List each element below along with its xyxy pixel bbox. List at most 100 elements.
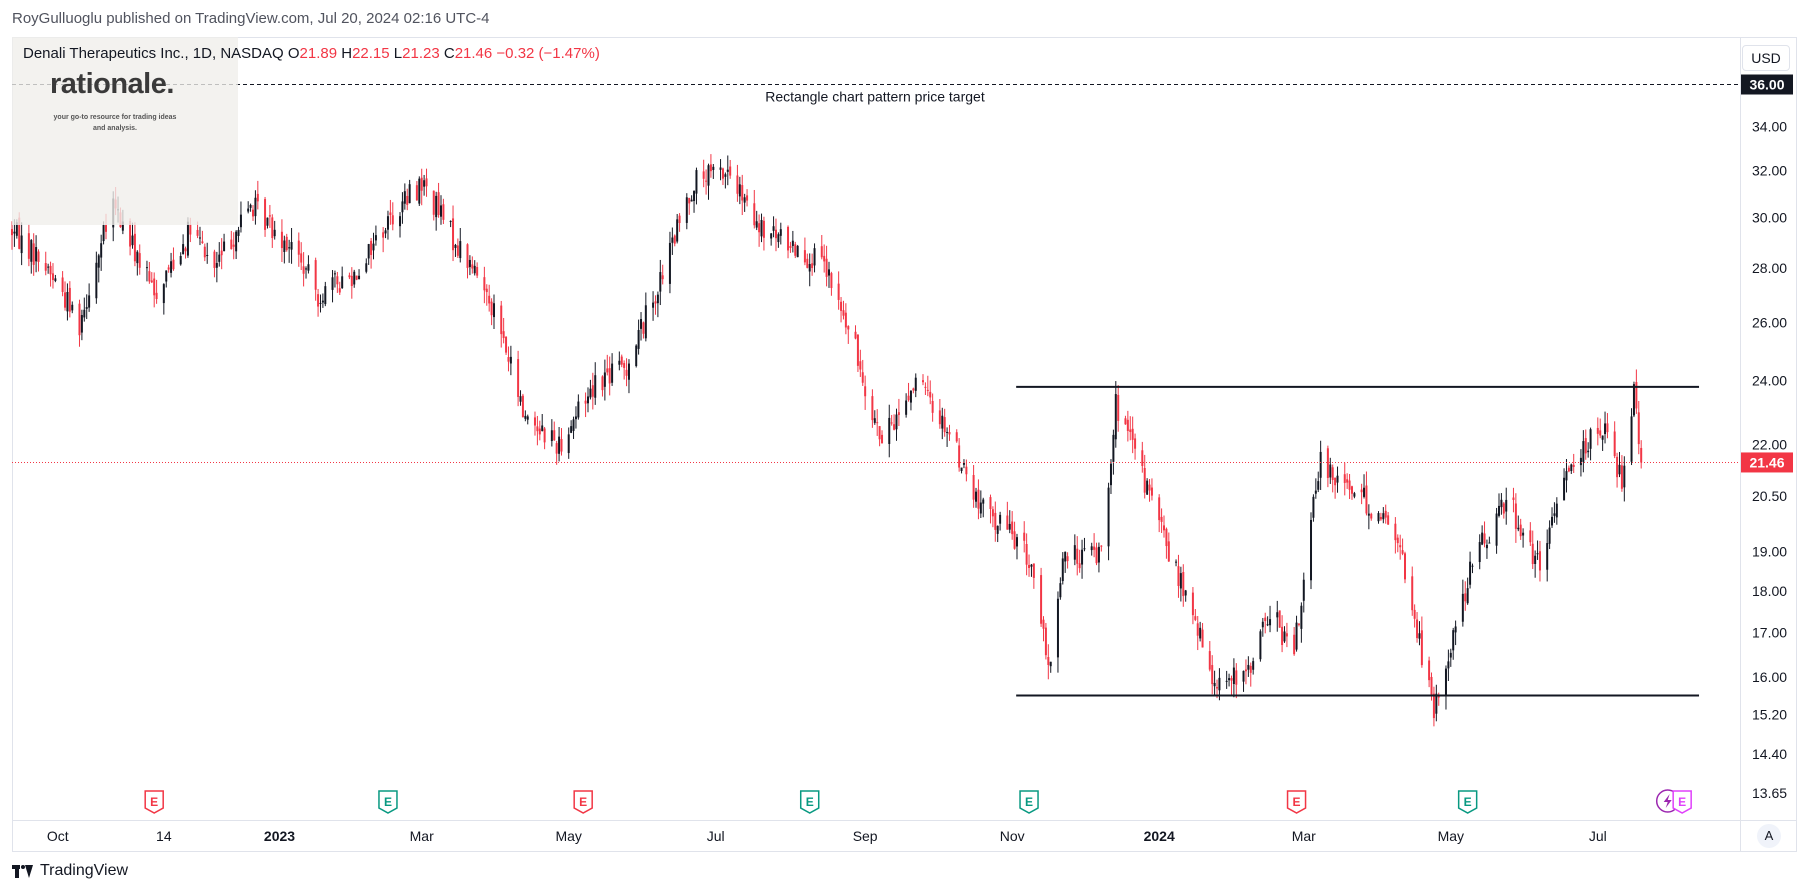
candle-body: [1030, 564, 1033, 567]
candle-body: [237, 229, 240, 236]
candle-body: [618, 360, 621, 365]
candle-body: [100, 243, 103, 258]
candle-body: [543, 428, 546, 443]
candle-body: [439, 205, 442, 217]
x-tick-label: 2024: [1144, 828, 1175, 844]
candle-body: [1097, 546, 1100, 563]
candle-body: [570, 426, 573, 433]
candle-body: [280, 231, 283, 249]
candle-body: [1618, 464, 1621, 475]
candle-body: [1579, 457, 1582, 466]
candle-body: [1572, 464, 1575, 467]
candle-body: [755, 221, 758, 228]
candle-body: [121, 221, 124, 231]
candle-body: [150, 280, 153, 283]
candle-body: [1095, 547, 1098, 564]
candle-body: [1584, 438, 1587, 454]
candle-body: [51, 273, 54, 280]
candle-body: [1107, 487, 1110, 547]
tradingview-brand[interactable]: TradingView: [12, 862, 128, 880]
candle-body: [813, 248, 816, 266]
candle-body: [1264, 617, 1267, 622]
candle-body: [1249, 665, 1252, 673]
y-tick-label: 28.00: [1752, 260, 1787, 276]
tradingview-wordmark: TradingView: [40, 862, 129, 879]
candle-body: [1040, 575, 1043, 624]
candle-body: [847, 326, 850, 330]
candle-body: [856, 334, 859, 366]
candle-body: [1570, 464, 1573, 471]
candle-body: [1141, 450, 1144, 467]
candle-body: [493, 303, 496, 318]
x-tick-label: Sep: [853, 828, 878, 844]
candle-body: [483, 277, 486, 291]
candle-body: [1319, 451, 1322, 478]
candle-body: [418, 178, 421, 204]
earnings-event-label: E: [1464, 795, 1472, 809]
candle-body: [661, 275, 664, 280]
candle-body: [1553, 513, 1556, 516]
candle-body: [1365, 485, 1368, 514]
candle-body: [1109, 463, 1112, 486]
candle-body: [1536, 553, 1539, 555]
y-tick-label: 22.00: [1752, 436, 1787, 452]
candle-body: [777, 234, 780, 243]
candle-body: [965, 466, 968, 475]
candle-body: [1519, 524, 1522, 537]
candle-body: [1184, 590, 1187, 596]
candle-body: [155, 292, 158, 300]
candle-body: [1182, 572, 1185, 597]
candle-body: [213, 251, 216, 268]
candle-body: [738, 184, 741, 197]
candle-body: [1466, 588, 1469, 604]
candle-body: [589, 388, 592, 398]
candle-body: [676, 219, 679, 242]
candle-body: [406, 195, 409, 205]
candle-body: [471, 264, 474, 269]
earnings-event-icon: [1672, 790, 1692, 814]
candle-body: [823, 255, 826, 262]
candle-body: [319, 302, 322, 304]
candle-body: [1461, 593, 1464, 622]
candle-body: [871, 396, 874, 421]
candle-body: [27, 233, 30, 259]
candle-body: [502, 331, 505, 339]
symbol-legend[interactable]: Denali Therapeutics Inc., 1D, NASDAQ O21…: [23, 45, 600, 62]
candle-body: [1432, 693, 1435, 719]
candle-body: [811, 263, 814, 269]
candle-body: [1497, 505, 1500, 516]
candle-body: [509, 356, 512, 364]
candle-body: [1413, 609, 1416, 619]
candle-body: [1013, 531, 1016, 549]
candle-body: [252, 209, 255, 217]
candle-body: [1032, 563, 1035, 578]
candle-body: [844, 312, 847, 328]
candle-body: [324, 286, 327, 305]
candle-body: [625, 369, 628, 376]
candle-body: [881, 434, 884, 444]
candle-body: [488, 295, 491, 304]
candle-body: [668, 242, 671, 284]
candle-body: [1387, 515, 1390, 525]
candle-body: [693, 190, 696, 202]
candle-body: [1582, 441, 1585, 462]
candle-body: [555, 443, 558, 454]
currency-button[interactable]: USD: [1742, 45, 1790, 71]
candle-body: [888, 417, 891, 444]
chart-frame: [12, 37, 1797, 852]
candle-body: [1269, 619, 1272, 626]
y-tick-label: 20.50: [1752, 488, 1787, 504]
candle-body: [1367, 513, 1370, 516]
candle-body: [420, 177, 423, 191]
candle-body: [1471, 565, 1474, 567]
candle-body: [507, 357, 510, 362]
watermark-logo: rationale.: [50, 68, 174, 100]
candle-body: [1297, 623, 1300, 625]
candle-body: [300, 253, 303, 263]
auto-scale-button[interactable]: A: [1757, 824, 1781, 848]
candle-body: [355, 275, 358, 280]
candle-body: [1011, 521, 1014, 535]
candle-body: [1613, 431, 1616, 457]
candle-body: [1300, 605, 1303, 629]
